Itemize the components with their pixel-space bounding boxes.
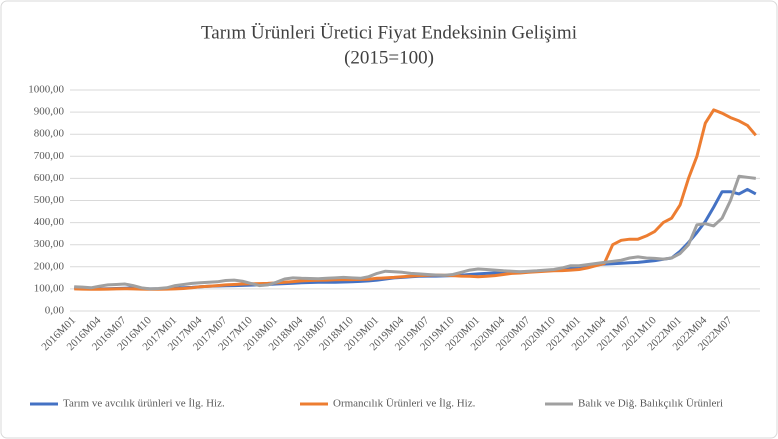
chart-subtitle: (2015=100): [344, 47, 434, 68]
y-tick-label: 500,00: [34, 194, 65, 206]
y-tick-label: 700,00: [34, 150, 65, 162]
y-tick-label: 0,00: [45, 305, 65, 317]
series-line: [74, 108, 757, 291]
y-tick-label: 900,00: [34, 106, 65, 118]
y-tick-label: 1000,00: [28, 84, 64, 96]
legend-label: Tarım ve avcılık ürünleri ve İlg. Hiz.: [63, 398, 225, 410]
y-tick-label: 100,00: [34, 282, 65, 294]
legend-label: Balık ve Diğ. Balıkçılık Ürünleri: [578, 398, 723, 410]
series-line: [74, 174, 756, 291]
y-tick-label: 200,00: [34, 260, 65, 272]
chart-title: Tarım Ürünleri Üretici Fiyat Endeksinin …: [201, 22, 577, 43]
y-tick-label: 400,00: [34, 216, 65, 228]
y-tick-label: 800,00: [34, 128, 65, 140]
legend-label: Ormancılık Ürünleri ve İlg. Hiz.: [333, 398, 476, 410]
y-tick-label: 600,00: [34, 172, 65, 184]
y-tick-label: 300,00: [34, 238, 65, 250]
